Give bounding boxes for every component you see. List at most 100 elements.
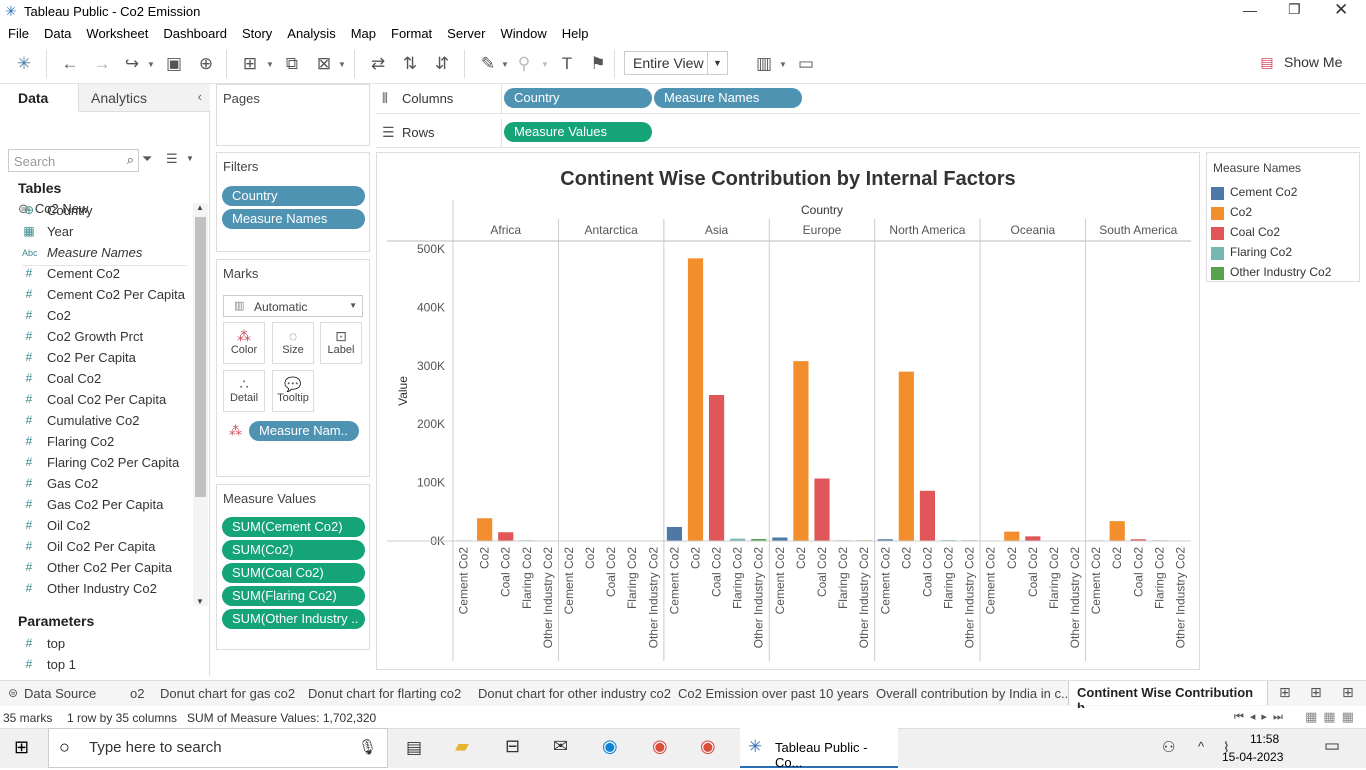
field-scrollbar[interactable]: ▲ ▼ [193, 203, 208, 606]
field-item[interactable]: ▦ Year [0, 222, 192, 243]
bar[interactable] [730, 538, 746, 541]
field-item[interactable]: # Other Industry Co2 [0, 579, 192, 600]
bar[interactable] [877, 539, 893, 541]
mark-type-dropdown[interactable]: ▥ Automatic ▼ [223, 295, 363, 317]
bar[interactable] [666, 526, 682, 541]
datasource-item[interactable]: ⊜ Co2 New [18, 201, 88, 217]
bar[interactable] [687, 258, 704, 541]
bar[interactable] [772, 537, 788, 541]
group-dropdown-icon[interactable]: ▼ [541, 59, 549, 69]
field-item[interactable]: Abc Measure Names [0, 243, 192, 264]
field-item[interactable]: # Gas Co2 Per Capita [0, 495, 192, 516]
store-icon[interactable]: ⊟ [505, 736, 521, 756]
network-icon[interactable]: ⌇ [1223, 739, 1230, 755]
field-item[interactable]: # Co2 Per Capita [0, 348, 192, 369]
field-item[interactable]: # Other Co2 Per Capita [0, 558, 192, 579]
search-input[interactable]: Search ⌕ [8, 149, 139, 172]
pages-card[interactable]: Pages [216, 84, 370, 146]
sort-descending-icon[interactable]: ⇵ [434, 54, 450, 73]
legend-item[interactable]: Co2 [1211, 203, 1359, 223]
menu-analysis[interactable]: Analysis [287, 26, 336, 41]
notifications-icon[interactable]: ▭ [1324, 736, 1341, 755]
fit-dropdown[interactable]: Entire View ▼ [624, 51, 728, 75]
filters-card[interactable]: Filters Country Measure Names [216, 152, 370, 252]
tab-donut-gas[interactable]: Donut chart for gas co2 [160, 686, 296, 701]
chrome-profile-icon[interactable]: ◉ [700, 736, 716, 756]
field-item[interactable]: # Oil Co2 [0, 516, 192, 537]
bar[interactable] [919, 490, 936, 541]
filter-pill-measure-names[interactable]: Measure Names [222, 209, 365, 229]
field-item[interactable]: ⊕ Country [0, 201, 192, 222]
tab-donut-other[interactable]: Donut chart for other industry co2 [478, 686, 671, 701]
scroll-down-icon[interactable]: ▼ [196, 597, 204, 606]
replay-dropdown-icon[interactable]: ▼ [147, 59, 155, 69]
tab-sheet-partial[interactable]: o2 [130, 686, 145, 701]
scroll-up-icon[interactable]: ▲ [196, 203, 204, 212]
menu-server[interactable]: Server [447, 26, 486, 41]
legend-item[interactable]: Coal Co2 [1211, 223, 1359, 243]
tray-chevron-icon[interactable]: ^ [1198, 739, 1205, 754]
menu-help[interactable]: Help [561, 26, 589, 41]
menu-worksheet[interactable]: Worksheet [86, 26, 149, 41]
view-dropdown-icon[interactable]: ▼ [186, 154, 194, 163]
columns-pill-measure-names[interactable]: Measure Names [654, 88, 802, 108]
show-labels-icon[interactable]: T [561, 54, 573, 73]
redo-icon[interactable]: → [93, 54, 111, 73]
parameter-item[interactable]: # top [0, 634, 192, 655]
color-legend[interactable]: Measure Names Cement Co2 Co2 Coal Co2 Flari… [1206, 152, 1360, 282]
rows-pill-measure-values[interactable]: Measure Values [504, 122, 652, 142]
bar[interactable] [793, 361, 809, 541]
marks-pill-measure-names[interactable]: Measure Nam.. [249, 421, 359, 441]
field-item[interactable]: # Flaring Co2 [0, 432, 192, 453]
tab-co2-past-10[interactable]: Co2 Emission over past 10 years [678, 686, 869, 701]
field-item[interactable]: # Coal Co2 Per Capita [0, 390, 192, 411]
collapse-icon[interactable]: ‹ [197, 89, 202, 104]
bar[interactable] [751, 538, 767, 541]
field-item[interactable]: # Oil Co2 Per Capita [0, 537, 192, 558]
group-icon[interactable]: ⚲ [517, 54, 531, 73]
columns-pill-country[interactable]: Country [504, 88, 652, 108]
restore-button[interactable]: ❐ [1288, 1, 1301, 17]
new-story-tab-icon[interactable]: ⊞ [1342, 684, 1354, 700]
menu-window[interactable]: Window [500, 26, 547, 41]
microphone-icon[interactable]: 🎙 [357, 739, 377, 756]
replay-icon[interactable]: ↪ [124, 54, 140, 73]
view-toggle-icon[interactable]: ☰ [166, 151, 178, 166]
swap-icon[interactable]: ⇄ [370, 54, 386, 73]
field-item[interactable]: # Cumulative Co2 [0, 411, 192, 432]
tooltip-button[interactable]: 💬 Tooltip [272, 370, 314, 412]
taskbar-search[interactable]: ○ Type here to search 🎙 [48, 728, 388, 768]
bar[interactable] [1025, 536, 1041, 541]
clear-dropdown-icon[interactable]: ▼ [338, 59, 346, 69]
tab-data[interactable]: Data [0, 84, 78, 112]
clear-sheet-icon[interactable]: ⊠ [316, 54, 332, 73]
bar[interactable] [898, 371, 914, 541]
legend-item[interactable]: Flaring Co2 [1211, 243, 1359, 263]
legend-item[interactable]: Cement Co2 [1211, 183, 1359, 203]
menu-map[interactable]: Map [350, 26, 376, 41]
bar[interactable] [1130, 539, 1146, 541]
task-view-icon[interactable]: ▤ [406, 738, 423, 757]
new-dashboard-tab-icon[interactable]: ⊞ [1310, 684, 1322, 700]
chrome-icon[interactable]: ◉ [652, 736, 668, 756]
filter-icon[interactable]: ⏷ [142, 151, 153, 166]
duplicate-icon[interactable]: ⧉ [285, 54, 299, 73]
measure-value-pill[interactable]: SUM(Cement Co2) [222, 517, 365, 537]
columns-shelf[interactable]: ⫴ Columns Country Measure Names [376, 84, 1360, 114]
rows-shelf[interactable]: ☰ Rows Measure Values [376, 118, 1360, 148]
close-button[interactable]: ✕ [1334, 0, 1349, 19]
bar[interactable] [1109, 521, 1125, 541]
scroll-thumb[interactable] [195, 217, 206, 497]
menu-data[interactable]: Data [43, 26, 72, 41]
show-cards-icon[interactable]: ▥ [755, 54, 773, 73]
field-item[interactable]: # Cement Co2 [0, 264, 192, 285]
cards-dropdown-icon[interactable]: ▼ [779, 59, 787, 69]
edge-icon[interactable]: ◉ [602, 736, 618, 756]
file-explorer-icon[interactable]: ▰ [455, 736, 469, 756]
tab-donut-flaring[interactable]: Donut chart for flarting co2 [308, 686, 462, 701]
show-me-button[interactable]: Show Me [1262, 54, 1342, 70]
view-mode-icons[interactable]: ▦▦▦ [1305, 709, 1360, 724]
tab-overall-india[interactable]: Overall contribution by India in c... [876, 686, 1072, 701]
field-item[interactable]: # Co2 Growth Prct [0, 327, 192, 348]
field-item[interactable]: # Gas Co2 [0, 474, 192, 495]
